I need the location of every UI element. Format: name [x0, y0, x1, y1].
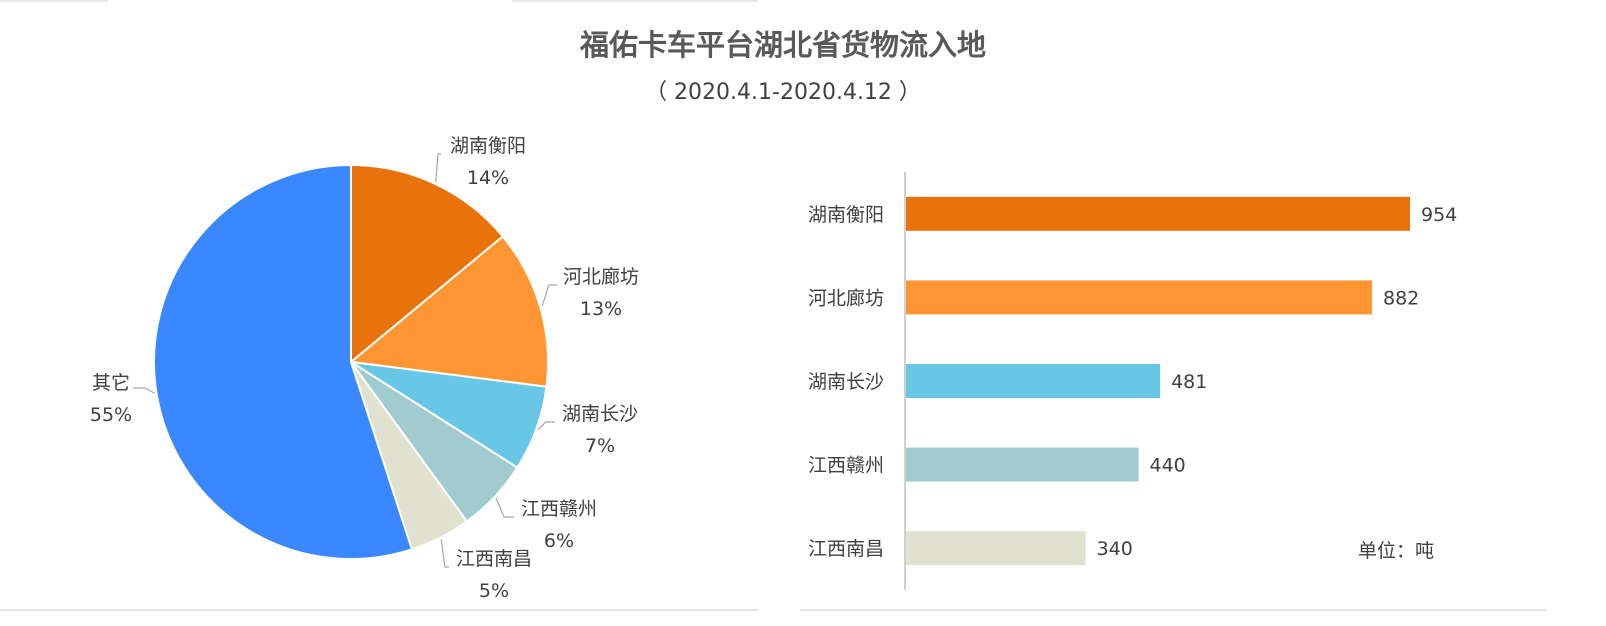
pie-percent-label: 55%: [90, 404, 132, 426]
bar-1: [906, 196, 1410, 231]
bar-4: [906, 447, 1139, 482]
bar-value-label: 440: [1150, 455, 1186, 477]
pie-category-label: 其它: [92, 372, 130, 394]
pie-leader-line-6: [133, 387, 155, 394]
top-edge-line-right: [512, 0, 758, 2]
pie-percent-label: 14%: [467, 167, 509, 189]
bar-value-label: 340: [1097, 538, 1133, 560]
pie-leader-line-5: [440, 539, 449, 568]
pie-category-label: 湖南长沙: [562, 403, 638, 425]
top-edge-line-left: [0, 0, 108, 2]
bar-category-label: 江西南昌: [808, 538, 884, 560]
bar-category-label: 河北廊坊: [808, 287, 884, 309]
pie-percent-label: 7%: [585, 435, 615, 457]
bar-value-label: 882: [1383, 287, 1419, 309]
pie-leader-line-1: [435, 153, 441, 182]
pie-category-label: 湖南衡阳: [450, 135, 526, 157]
bar-5: [906, 531, 1086, 566]
pie-percent-label: 13%: [580, 298, 622, 320]
pie-percent-label: 6%: [544, 530, 574, 552]
pie-percent-label: 5%: [479, 580, 509, 602]
pie-leader-line-2: [541, 284, 557, 307]
bar-category-label: 湖南长沙: [808, 371, 884, 393]
bar-3: [906, 364, 1161, 398]
pie-category-label: 江西南昌: [456, 548, 532, 570]
bar-category-label: 江西赣州: [808, 455, 884, 477]
bottom-edge-line-right: [800, 609, 1546, 611]
bar-2: [906, 280, 1372, 315]
bar-value-label: 954: [1421, 204, 1457, 226]
pie-category-label: 江西赣州: [521, 498, 597, 520]
bar-chart: 湖南衡阳 954 河北廊坊 882 湖南长沙 481 江西赣州 440 江西南昌 340: [808, 172, 1457, 590]
pie-slice-6: [153, 163, 414, 560]
pie-category-label: 河北廊坊: [563, 266, 639, 288]
bar-value-label: 481: [1171, 371, 1207, 393]
pie-leader-line-3: [537, 421, 555, 430]
bottom-edge-line-left: [0, 609, 758, 611]
pie-chart: 湖南衡阳 14% 河北廊坊 13% 湖南长沙 7% 江西赣州 6% 江西南昌 5% 其它 55%: [90, 135, 639, 602]
chart-subtitle: （ 2020.4.1-2020.4.12 ）: [645, 80, 921, 105]
chart-title: 福佑卡车平台湖北省货物流入地: [579, 28, 986, 62]
pie-slice-2: [348, 235, 549, 388]
pie-leader-line-4: [495, 497, 514, 518]
unit-note: 单位：吨: [1358, 540, 1435, 562]
pie-slice-1: [350, 163, 505, 365]
bar-category-label: 湖南衡阳: [808, 204, 884, 226]
